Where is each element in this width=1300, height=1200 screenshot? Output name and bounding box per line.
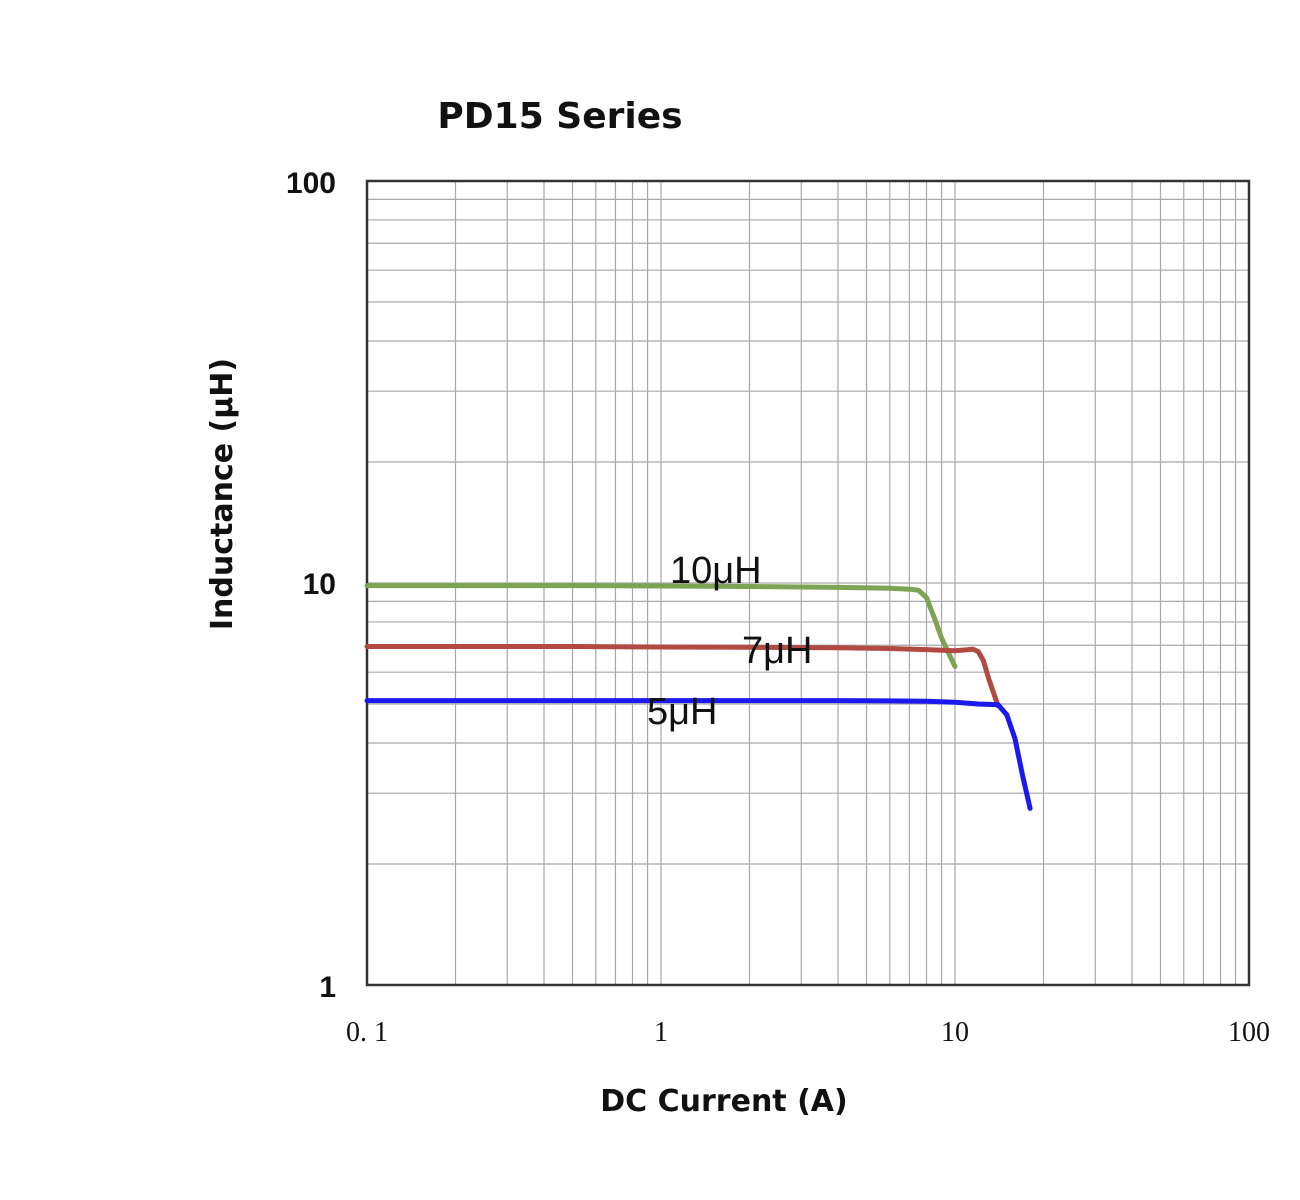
y-axis-title: Inductance (μH): [205, 358, 240, 630]
x-axis-title: DC Current (A): [600, 1084, 847, 1119]
plot-area: [365, 179, 1251, 987]
y-tick-label-1: 1: [319, 971, 336, 1004]
x-tick-label-0-1: 0. 1: [346, 1017, 388, 1048]
series-label-7uh: 7μH: [742, 630, 812, 672]
series-line-7h: [364, 644, 1001, 709]
x-tick-label-1: 1: [654, 1017, 668, 1048]
series-label-5uh: 5μH: [647, 691, 717, 733]
series-line-10h: [364, 583, 958, 669]
series-label-10uh: 10μH: [670, 550, 762, 592]
series-layer: [364, 583, 1033, 811]
series-line-5h: [364, 698, 1033, 811]
grid: [367, 181, 1249, 985]
y-tick-label-100: 100: [286, 167, 336, 200]
x-tick-label-10: 10: [941, 1017, 969, 1048]
y-tick-label-10: 10: [303, 568, 336, 601]
chart-title: PD15 Series: [437, 96, 682, 137]
x-tick-label-100: 100: [1228, 1017, 1270, 1048]
